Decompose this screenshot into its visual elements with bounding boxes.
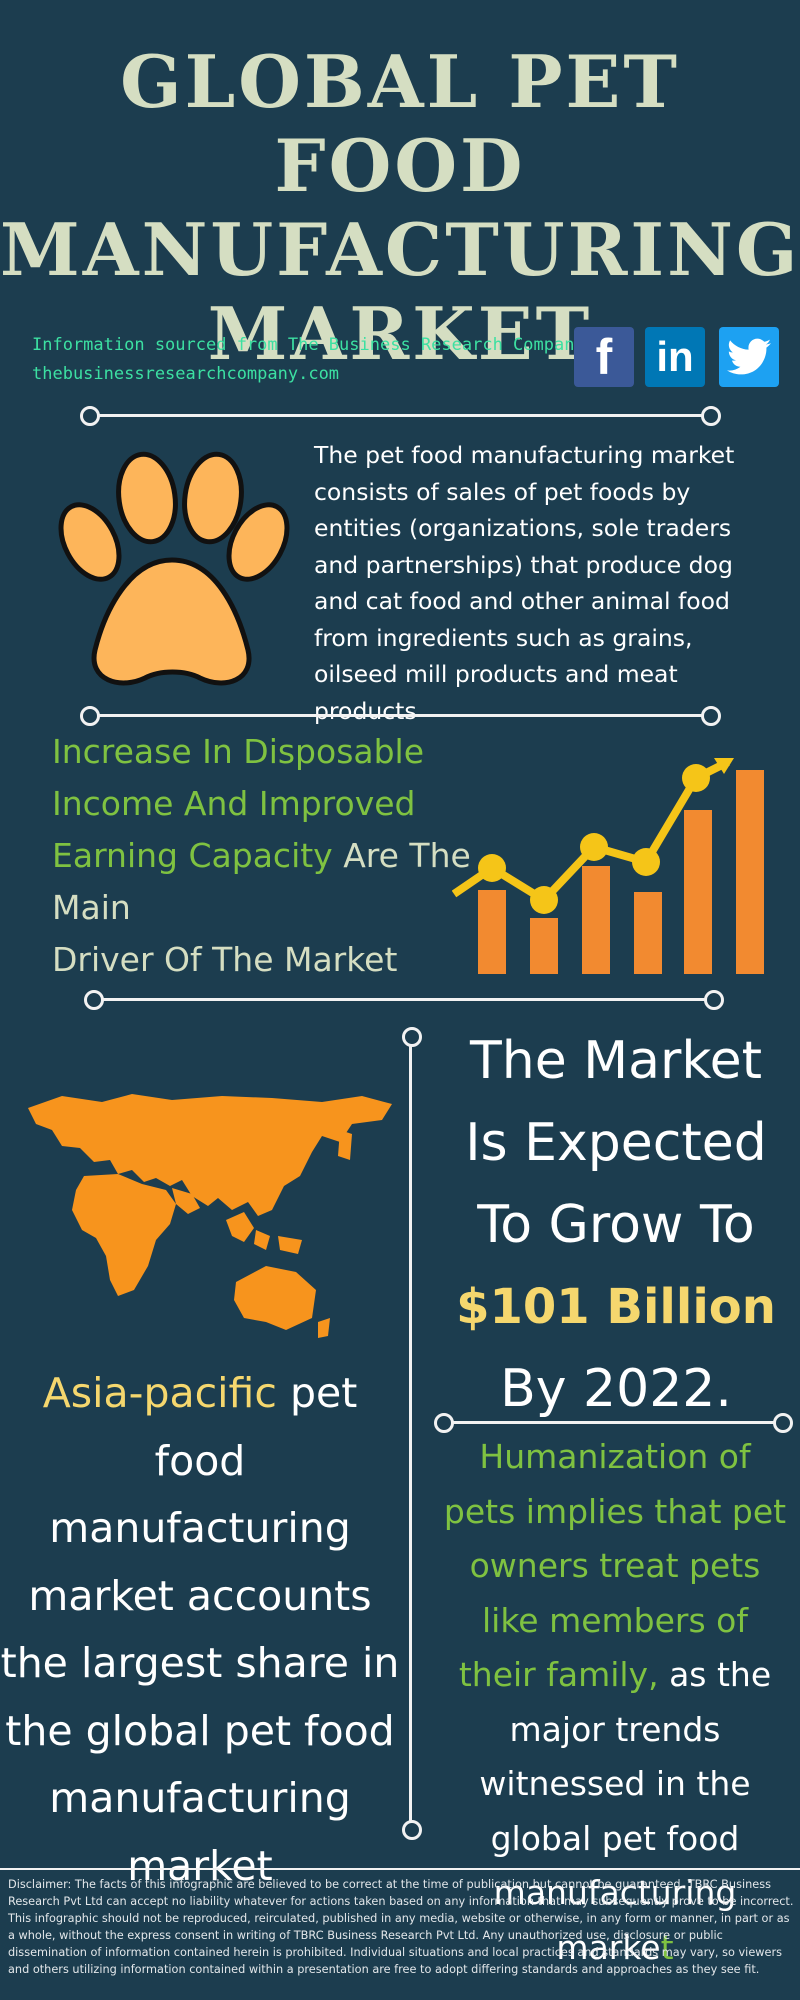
footer-divider [0,1868,800,1870]
vertical-divider [409,1035,412,1828]
divider-dot [80,406,100,426]
chart-bar [530,918,558,974]
facebook-button[interactable]: f [574,327,634,387]
disclaimer-text: Disclaimer: The facts of this infographi… [8,1878,794,1976]
world-map-icon [28,1094,392,1338]
divider-dot [402,1027,422,1047]
linkedin-icon: in [656,333,694,380]
forecast-amount: $101 Billion [456,1279,776,1335]
chart-bar [582,866,610,974]
divider-dot [704,990,724,1010]
facebook-icon: f [595,329,613,385]
divider [88,714,712,717]
divider-dot [402,1820,422,1840]
divider-dot [434,1413,454,1433]
chart-bar [736,770,764,974]
growth-chart-icon [452,758,764,974]
divider-dot [701,406,721,426]
divider [442,1421,784,1424]
source-url[interactable]: thebusinessresearchcompany.com [32,364,340,384]
chart-bar [478,890,506,974]
divider-dot [84,990,104,1010]
divider [92,998,712,1001]
page-title: GLOBAL PET FOOD MANUFACTURING MARKET [0,39,800,376]
trend-text: Humanization of pets implies that pet ow… [443,1437,787,1967]
chart-bar [684,810,712,974]
twitter-icon [727,338,771,375]
market-driver-text: Increase In Disposable Income And Improv… [52,732,471,979]
asia-pacific-share-text: Asia-pacific pet food manufacturing mark… [0,1369,400,1890]
market-description: The pet food manufacturing market consis… [314,441,735,725]
chart-bar [634,892,662,974]
market-forecast: The Market Is Expected To Grow To $101 B… [446,1020,786,1430]
divider-dot [773,1413,793,1433]
divider-dot [701,706,721,726]
source-text: Information sourced from The Business Re… [32,335,585,355]
twitter-button[interactable] [719,327,779,387]
divider [88,414,712,417]
linkedin-button[interactable]: in [645,327,705,387]
divider-dot [80,706,100,726]
paw-icon [58,451,290,686]
